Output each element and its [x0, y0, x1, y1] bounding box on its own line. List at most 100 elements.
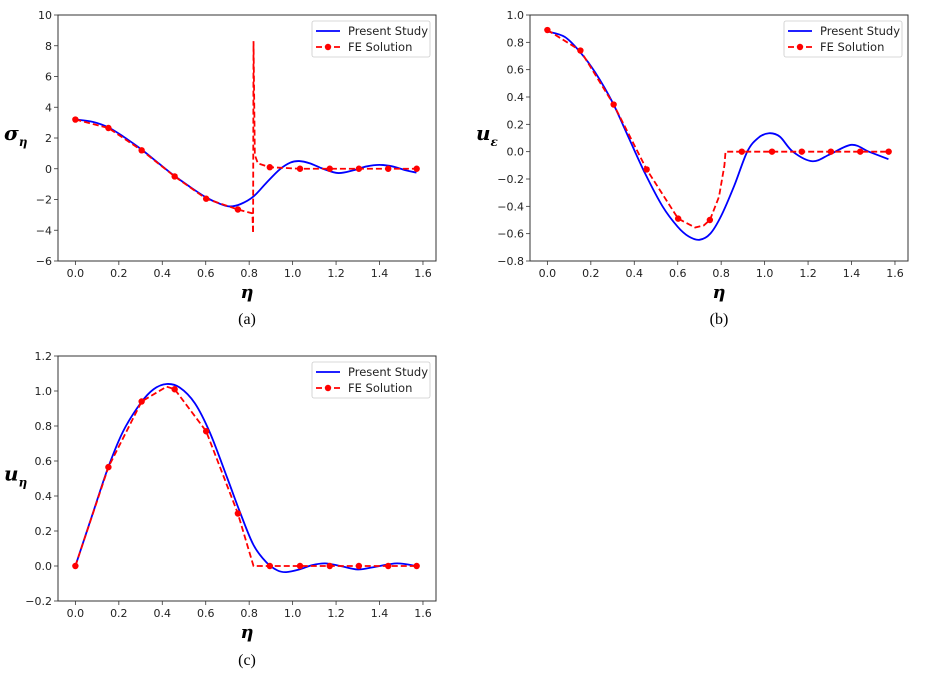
- data-point-fe-solution: [72, 562, 79, 570]
- x-tick-label: 0.6: [197, 607, 215, 620]
- x-tick-label: 1.2: [327, 267, 345, 280]
- x-tick-label: 0.2: [582, 267, 600, 280]
- y-tick-label: 8: [45, 40, 52, 53]
- x-tick-label: 1.0: [756, 267, 774, 280]
- legend-label-present-study: Present Study: [348, 24, 428, 38]
- data-point-fe-solution: [610, 101, 617, 108]
- data-point-fe-solution: [768, 148, 776, 155]
- data-point-fe-solution: [138, 398, 145, 405]
- y-tick-label: 10: [38, 9, 52, 22]
- y-axis-label: uε: [476, 121, 499, 149]
- series-line-fe-solution: [74, 385, 417, 567]
- y-tick-label: 1.0: [507, 9, 525, 22]
- y-axis-label-subscript: η: [19, 476, 28, 490]
- x-tick-label: 1.0: [284, 607, 302, 620]
- series-line-fe-solution: [546, 29, 889, 229]
- x-tick-label: 0.2: [110, 267, 128, 280]
- y-axis-label: ση: [4, 121, 28, 149]
- legend-label-present-study: Present Study: [348, 365, 428, 379]
- data-point-fe-solution: [326, 165, 333, 172]
- y-tick-label: 6: [45, 71, 52, 84]
- y-axis-label-main: σ: [4, 121, 19, 145]
- legend-marker-fe-solution: [324, 384, 332, 392]
- subfigure-caption: (c): [238, 652, 256, 669]
- legend: Present Study FE Solution: [311, 20, 431, 58]
- data-point-fe-solution: [171, 173, 178, 180]
- data-point-fe-solution: [202, 428, 210, 435]
- y-axis-label-subscript: η: [19, 135, 28, 149]
- x-tick-label: 1.6: [886, 267, 904, 280]
- y-tick-label: 0.8: [35, 420, 53, 433]
- x-tick-label: 0.6: [197, 267, 215, 280]
- x-tick-label: 1.0: [284, 267, 302, 280]
- legend-box: [783, 20, 903, 58]
- x-tick-label: 1.4: [371, 607, 389, 620]
- data-point-fe-solution: [385, 165, 392, 172]
- y-tick-label: 0.2: [507, 118, 525, 131]
- data-point-fe-solution: [234, 510, 242, 517]
- data-point-fe-solution: [643, 166, 650, 173]
- data-point-fe-solution: [171, 386, 178, 393]
- data-point-fe-solution: [105, 124, 112, 132]
- legend-label-fe-solution: FE Solution: [348, 40, 412, 54]
- chart-panel-b: 0.0 0.2 0.4 0.6 0.8 1.0 1.2 1.4 1.6 −0.8 −0.6 −0.4 −…: [476, 9, 909, 328]
- data-point-fe-solution: [385, 562, 392, 570]
- x-axis-label: η: [712, 282, 725, 303]
- data-point-fe-solution: [674, 215, 682, 222]
- x-tick-label: 1.4: [371, 267, 389, 280]
- y-tick-label: 0.6: [507, 64, 525, 77]
- y-axis-label-main: u: [476, 121, 491, 145]
- data-point-fe-solution: [266, 562, 274, 570]
- chart-panel-c: 0.0 0.2 0.4 0.6 0.8 1.0 1.2 1.4 1.6 −0.2 0.0 0.2 0.4…: [4, 350, 437, 669]
- data-point-fe-solution: [296, 165, 304, 172]
- data-point-fe-solution: [706, 216, 714, 224]
- legend-box: [311, 361, 431, 399]
- x-axis-label: η: [240, 282, 253, 303]
- y-axis-label-main: u: [4, 462, 19, 486]
- y-axis-label-subscript: ε: [491, 135, 499, 149]
- series-line-present-study: [75, 118, 417, 208]
- y-tick-label: 0: [45, 163, 52, 176]
- data-point-fe-solution: [577, 47, 584, 54]
- subfigure-caption: (b): [710, 311, 729, 328]
- y-tick-label: 0.0: [35, 560, 53, 573]
- legend-label-present-study: Present Study: [820, 24, 900, 38]
- x-tick-label: 0.0: [67, 267, 85, 280]
- data-point-fe-solution: [798, 148, 805, 155]
- data-point-fe-solution: [138, 147, 145, 154]
- y-tick-label: −0.6: [497, 228, 524, 241]
- x-tick-label: 1.4: [843, 267, 861, 280]
- series-line-fe-solution: [75, 41, 417, 234]
- data-point-fe-solution: [355, 165, 363, 172]
- x-tick-label: 1.2: [799, 267, 817, 280]
- x-tick-label: 0.0: [539, 267, 557, 280]
- y-tick-label: −2: [36, 194, 52, 207]
- x-tick-label: 0.0: [67, 607, 85, 620]
- data-point-fe-solution: [266, 164, 274, 171]
- y-tick-label: 2: [45, 132, 52, 145]
- data-point-fe-solution: [234, 206, 242, 213]
- y-axis-label: uη: [4, 462, 28, 490]
- data-point-fe-solution: [857, 148, 864, 155]
- y-tick-label: 0.8: [507, 36, 525, 49]
- x-tick-label: 0.8: [240, 267, 258, 280]
- x-tick-label: 0.8: [712, 267, 730, 280]
- series-line-present-study: [74, 383, 417, 574]
- data-point-fe-solution: [885, 148, 892, 155]
- x-axis-label: η: [240, 622, 253, 643]
- y-tick-label: 4: [45, 101, 52, 114]
- series-group: [72, 41, 420, 234]
- data-point-fe-solution: [738, 148, 746, 155]
- x-tick-label: 1.6: [414, 607, 432, 620]
- y-tick-label: −0.4: [497, 200, 524, 213]
- legend: Present Study FE Solution: [783, 20, 903, 58]
- y-tick-label: 0.2: [35, 525, 53, 538]
- series-group: [72, 383, 420, 574]
- x-tick-label: 0.4: [154, 607, 172, 620]
- y-tick-label: 0.0: [507, 146, 525, 159]
- x-tick-label: 1.6: [414, 267, 432, 280]
- data-point-fe-solution: [413, 165, 420, 172]
- data-point-fe-solution: [296, 562, 304, 570]
- y-tick-label: −0.2: [497, 173, 524, 186]
